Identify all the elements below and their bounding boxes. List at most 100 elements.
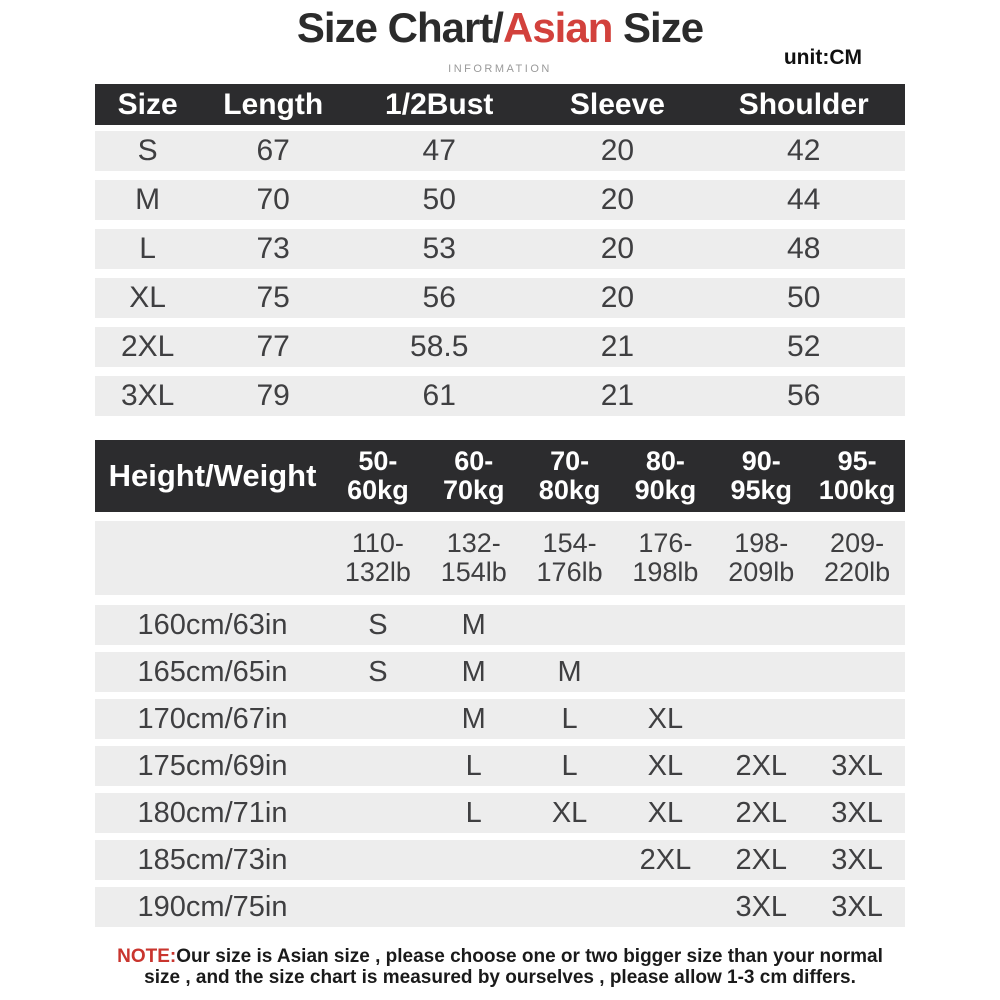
fit-size-cell: S: [368, 655, 388, 688]
length-cell: 77: [256, 330, 290, 363]
lb-column-header: 154- 176lb: [536, 528, 603, 587]
fit-row: 165cm/65in S M M: [95, 652, 905, 692]
length-cell: 67: [256, 134, 290, 167]
fit-size-cell: 2XL: [735, 749, 788, 782]
information-label: INFORMATION: [448, 63, 552, 75]
shoulder-cell: 52: [787, 330, 821, 363]
kg-column-header: 50- 60kg: [347, 446, 409, 505]
size-cell: M: [135, 183, 161, 216]
bust-cell: 50: [422, 183, 456, 216]
size-cell: 3XL: [120, 379, 175, 412]
height-weight-table: Height/Weight 50- 60kg 60- 70kg 70- 80kg…: [95, 440, 905, 927]
fit-table-header: Height/Weight 50- 60kg 60- 70kg 70- 80kg…: [95, 440, 905, 512]
column-header-shoulder: Shoulder: [738, 87, 869, 121]
fit-size-cell: 3XL: [735, 890, 788, 923]
fit-size-cell: L: [561, 749, 578, 782]
fit-size-cell: 3XL: [831, 749, 883, 782]
fit-size-cell: M: [557, 655, 582, 688]
note-line-2: size , and the size chart is measured by…: [144, 967, 856, 988]
size-cell: S: [137, 134, 158, 167]
kg-column-header: 95- 100kg: [818, 446, 896, 505]
lb-empty-cell: [95, 521, 330, 595]
fit-row: 170cm/67in M L XL: [95, 699, 905, 739]
sleeve-cell: 20: [600, 134, 635, 167]
table-row: 2XL 77 58.5 21 52: [95, 327, 905, 367]
kg-column-header: 70- 80kg: [538, 446, 601, 505]
fit-size-cell: L: [561, 702, 578, 735]
fit-size-cell: 2XL: [735, 843, 788, 876]
size-note: NOTE:Our size is Asian size , please cho…: [0, 946, 1000, 988]
fit-size-cell: [522, 840, 618, 880]
page-title: Size Chart/Asian Size: [0, 4, 1000, 52]
fit-size-cell: [426, 840, 522, 880]
fit-size-cell: [809, 605, 905, 645]
fit-size-cell: [809, 699, 905, 739]
fit-size-cell: M: [461, 655, 486, 688]
table-row: S 67 47 20 42: [95, 131, 905, 171]
table-row: M 70 50 20 44: [95, 180, 905, 220]
note-label: NOTE:: [117, 946, 177, 967]
title-part2: Size: [612, 4, 704, 51]
kg-column-header: 80- 90kg: [634, 446, 697, 505]
height-label: 180cm/71in: [137, 796, 288, 829]
bust-cell: 47: [422, 134, 456, 167]
bust-cell: 53: [422, 232, 456, 265]
fit-size-cell: [330, 699, 426, 739]
fit-size-cell: [522, 605, 618, 645]
fit-size-cell: L: [465, 796, 482, 829]
lb-row: 110- 132lb 132- 154lb 154- 176lb 176- 19…: [95, 521, 905, 595]
lb-column-header: 176- 198lb: [632, 528, 699, 587]
fit-row: 190cm/75in 3XL 3XL: [95, 887, 905, 927]
fit-size-cell: [330, 887, 426, 927]
shoulder-cell: 42: [787, 134, 821, 167]
unit-label: unit:CM: [783, 46, 862, 69]
lb-column-header: 110- 132lb: [344, 528, 411, 587]
size-table-header: Size Length 1/2Bust Sleeve Shoulder: [95, 84, 905, 125]
fit-size-cell: [618, 887, 714, 927]
shoulder-cell: 48: [787, 232, 821, 265]
fit-size-cell: [713, 605, 809, 645]
fit-size-cell: [330, 746, 426, 786]
shoulder-cell: 50: [787, 281, 821, 314]
fit-size-cell: [618, 652, 714, 692]
fit-size-cell: M: [461, 702, 486, 735]
height-label: 170cm/67in: [137, 702, 288, 735]
fit-size-cell: M: [461, 608, 486, 641]
size-cell: L: [139, 232, 156, 265]
title-highlight: Asian: [502, 4, 613, 51]
lb-column-header: 198- 209lb: [728, 528, 795, 587]
column-header-bust: 1/2Bust: [385, 87, 494, 121]
fit-size-cell: XL: [551, 796, 588, 829]
fit-size-cell: [330, 840, 426, 880]
fit-size-cell: 2XL: [735, 796, 788, 829]
fit-size-cell: XL: [647, 749, 684, 782]
corner-header: Height/Weight: [108, 458, 317, 493]
length-cell: 70: [256, 183, 290, 216]
fit-size-cell: [618, 605, 714, 645]
fit-size-cell: 3XL: [831, 843, 883, 876]
fit-size-cell: [809, 652, 905, 692]
fit-size-cell: XL: [647, 702, 684, 735]
bust-cell: 58.5: [410, 330, 469, 363]
fit-row: 180cm/71in L XL XL 2XL 3XL: [95, 793, 905, 833]
height-label: 160cm/63in: [137, 608, 288, 641]
sleeve-cell: 20: [600, 281, 635, 314]
lb-column-header: 209- 220lb: [824, 528, 891, 587]
shoulder-cell: 56: [787, 379, 821, 412]
length-cell: 73: [256, 232, 290, 265]
fit-size-cell: [522, 887, 618, 927]
fit-size-cell: XL: [647, 796, 684, 829]
fit-size-cell: L: [465, 749, 482, 782]
height-label: 185cm/73in: [137, 843, 288, 876]
sleeve-cell: 21: [600, 379, 635, 412]
table-row: L 73 53 20 48: [95, 229, 905, 269]
height-label: 165cm/65in: [137, 655, 288, 688]
fit-size-cell: [713, 652, 809, 692]
column-header-size: Size: [117, 87, 178, 121]
fit-row: 160cm/63in S M: [95, 605, 905, 645]
size-measurement-table: Size Length 1/2Bust Sleeve Shoulder S 67…: [95, 84, 905, 416]
length-cell: 75: [256, 281, 290, 314]
fit-size-cell: 2XL: [639, 843, 692, 876]
kg-column-header: 90- 95kg: [730, 446, 793, 505]
